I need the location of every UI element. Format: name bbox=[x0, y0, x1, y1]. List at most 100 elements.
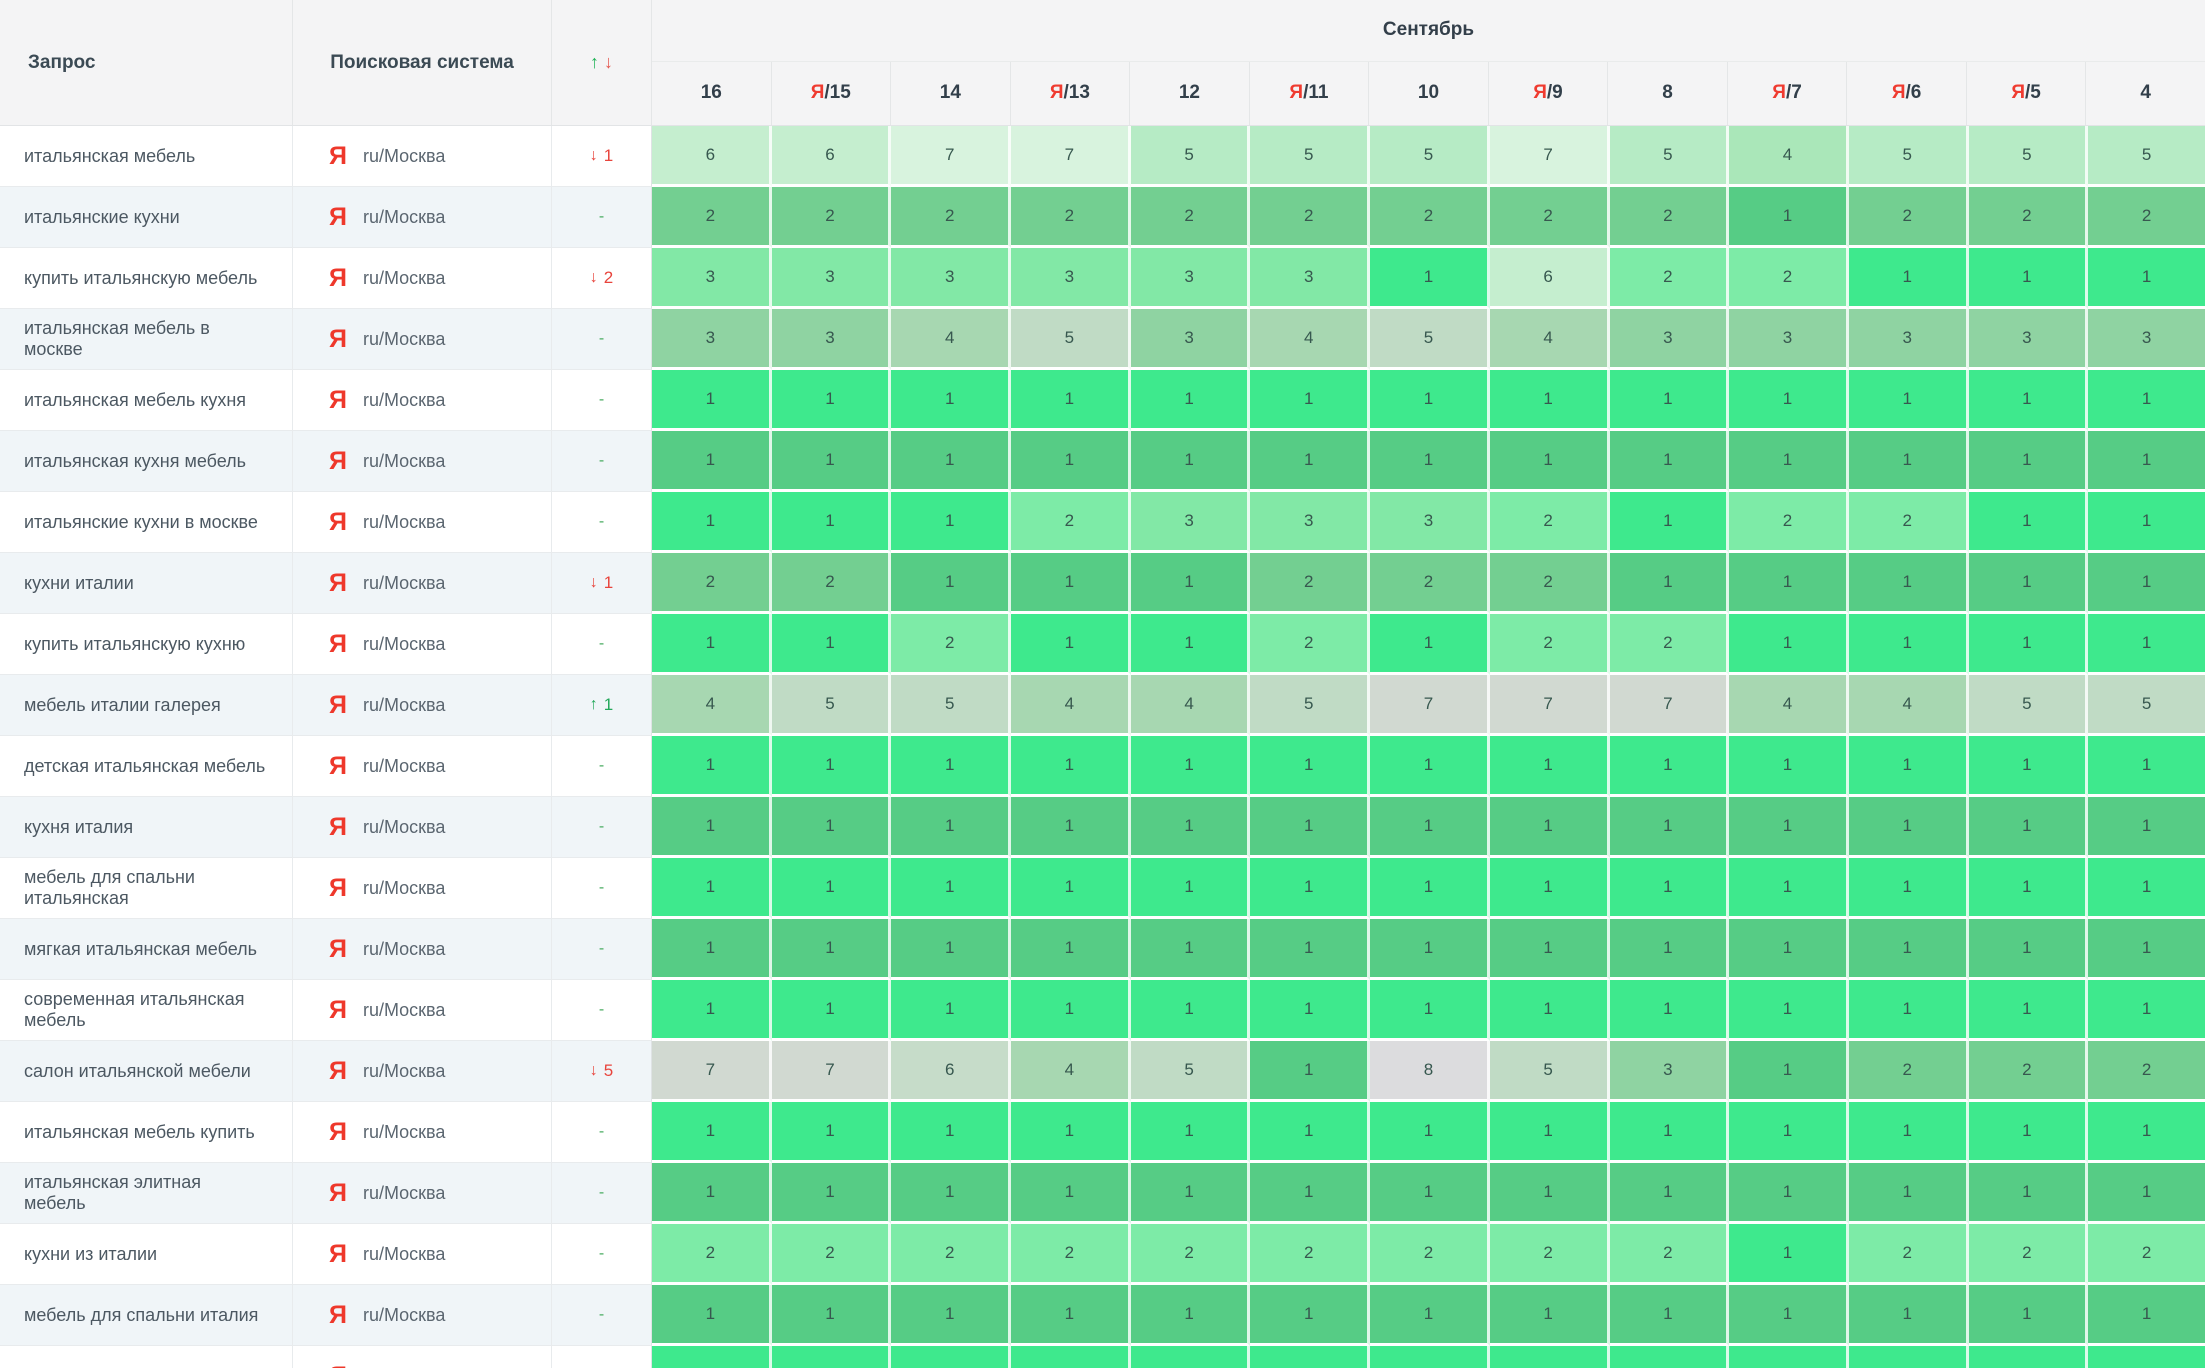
position-cell: 1 bbox=[1968, 858, 2089, 919]
position-cell: 1 bbox=[1250, 1346, 1371, 1368]
position-cell: 5 bbox=[1011, 309, 1131, 370]
query-cell[interactable]: купить итальянскую кухню bbox=[0, 614, 293, 675]
query-cell[interactable]: мебель для спальни италия bbox=[0, 1285, 293, 1346]
query-cell[interactable]: мягкая итальянская мебель bbox=[0, 919, 293, 980]
query-cell[interactable]: итальянские кухни bbox=[0, 187, 293, 248]
yandex-icon: Я bbox=[329, 629, 347, 658]
position-cell: 1 bbox=[1609, 1346, 1730, 1368]
date-label: 16 bbox=[700, 82, 722, 104]
position-cell: 1 bbox=[2088, 553, 2205, 614]
position-cell: 1 bbox=[1250, 980, 1371, 1041]
position-cell: 3 bbox=[1130, 309, 1251, 370]
change-cell bbox=[552, 1346, 652, 1368]
position-cell: 1 bbox=[1968, 1102, 2089, 1163]
date-header: 8 bbox=[1607, 61, 1727, 125]
yandex-icon: Я bbox=[329, 568, 347, 597]
position-cell: 2 bbox=[1609, 187, 1730, 248]
position-cell: 2 bbox=[2088, 1224, 2205, 1285]
position-cell: 1 bbox=[652, 919, 772, 980]
engine-region: ru/Москва bbox=[362, 511, 446, 532]
position-cell: 5 bbox=[1489, 1041, 1610, 1102]
position-cell: 3 bbox=[771, 248, 892, 309]
position-cell: 1 bbox=[1968, 1346, 2089, 1368]
engine-column-header[interactable]: Поисковая система bbox=[293, 0, 552, 125]
position-cell: 1 bbox=[1848, 553, 1969, 614]
position-cell: 1 bbox=[1489, 858, 1610, 919]
change-cell: - bbox=[552, 1224, 652, 1285]
position-cell: 1 bbox=[1729, 1285, 1849, 1346]
query-cell[interactable]: итальянская кухня мебель bbox=[0, 431, 293, 492]
yandex-icon: Я bbox=[329, 1363, 347, 1368]
query-cell[interactable]: итальянская мебель купить bbox=[0, 1102, 293, 1163]
yandex-icon: Я bbox=[329, 385, 347, 414]
query-cell[interactable]: мебель для спальни итальянская bbox=[0, 858, 293, 919]
position-cell: 1 bbox=[1130, 919, 1251, 980]
query-cell[interactable]: кухни италии bbox=[0, 553, 293, 614]
position-cell: 2 bbox=[1968, 1041, 2089, 1102]
position-cell: 1 bbox=[1370, 980, 1490, 1041]
change-value: - bbox=[598, 330, 605, 347]
date-label: /11 bbox=[1303, 82, 1329, 104]
position-cell: 3 bbox=[2088, 309, 2205, 370]
position-cell: 5 bbox=[1370, 126, 1490, 187]
position-cell: 1 bbox=[1489, 1285, 1610, 1346]
engine-region: ru/Москва bbox=[362, 206, 446, 227]
query-column-header[interactable]: Запрос bbox=[0, 0, 293, 125]
change-column-header[interactable]: ↑ ↓ bbox=[552, 0, 652, 125]
position-cell: 1 bbox=[1848, 858, 1969, 919]
position-cell: 1 bbox=[1011, 614, 1131, 675]
position-cell: 1 bbox=[1609, 858, 1730, 919]
change-cell: - bbox=[552, 1163, 652, 1224]
query-cell[interactable]: кухни из италии bbox=[0, 1224, 293, 1285]
change-cell: - bbox=[552, 1285, 652, 1346]
query-cell[interactable]: современная итальянская мебель bbox=[0, 980, 293, 1041]
date-header: Я/7 bbox=[1726, 61, 1847, 125]
query-cell[interactable]: салон итальянской мебели bbox=[0, 1041, 293, 1102]
position-cell: 1 bbox=[1609, 797, 1730, 858]
position-cell: 1 bbox=[1968, 1285, 2089, 1346]
change-cell: - bbox=[552, 492, 652, 553]
position-cell: 7 bbox=[771, 1041, 892, 1102]
engine-region: ru/Москва bbox=[362, 1243, 446, 1264]
query-cell[interactable]: итальянские кухни в москве bbox=[0, 492, 293, 553]
position-cell: 1 bbox=[1130, 370, 1251, 431]
date-header: 14 bbox=[890, 61, 1010, 125]
position-cell: 2 bbox=[652, 1224, 772, 1285]
position-cell: 2 bbox=[891, 187, 1012, 248]
query-cell[interactable]: итальянская мебель в москве bbox=[0, 309, 293, 370]
position-cell: 1 bbox=[1729, 431, 1849, 492]
position-cell: 5 bbox=[771, 675, 892, 736]
change-cell: - bbox=[552, 431, 652, 492]
query-cell[interactable]: детская итальянская мебель bbox=[0, 736, 293, 797]
position-cell: 2 bbox=[652, 553, 772, 614]
position-cell: 2 bbox=[1489, 553, 1610, 614]
query-cell[interactable]: мебель италии галерея bbox=[0, 675, 293, 736]
position-cell: 5 bbox=[1609, 126, 1730, 187]
query-cell[interactable]: итальянская элитная мебель bbox=[0, 1163, 293, 1224]
query-cell[interactable] bbox=[0, 1346, 293, 1368]
query-cell[interactable]: купить итальянскую мебель bbox=[0, 248, 293, 309]
position-cell: 1 bbox=[1370, 858, 1490, 919]
engine-region: ru/Москва bbox=[362, 999, 446, 1020]
date-header: 16 bbox=[652, 62, 771, 125]
query-cell[interactable]: итальянская мебель кухня bbox=[0, 370, 293, 431]
position-cell: 1 bbox=[891, 797, 1012, 858]
query-cell[interactable]: итальянская мебель bbox=[0, 126, 293, 187]
position-cell: 1 bbox=[1489, 797, 1610, 858]
position-cell: 3 bbox=[1729, 309, 1849, 370]
query-cell[interactable]: кухня италия bbox=[0, 797, 293, 858]
position-cell: 5 bbox=[2088, 675, 2205, 736]
position-cell: 1 bbox=[1968, 553, 2089, 614]
position-cell: 4 bbox=[1729, 675, 1849, 736]
